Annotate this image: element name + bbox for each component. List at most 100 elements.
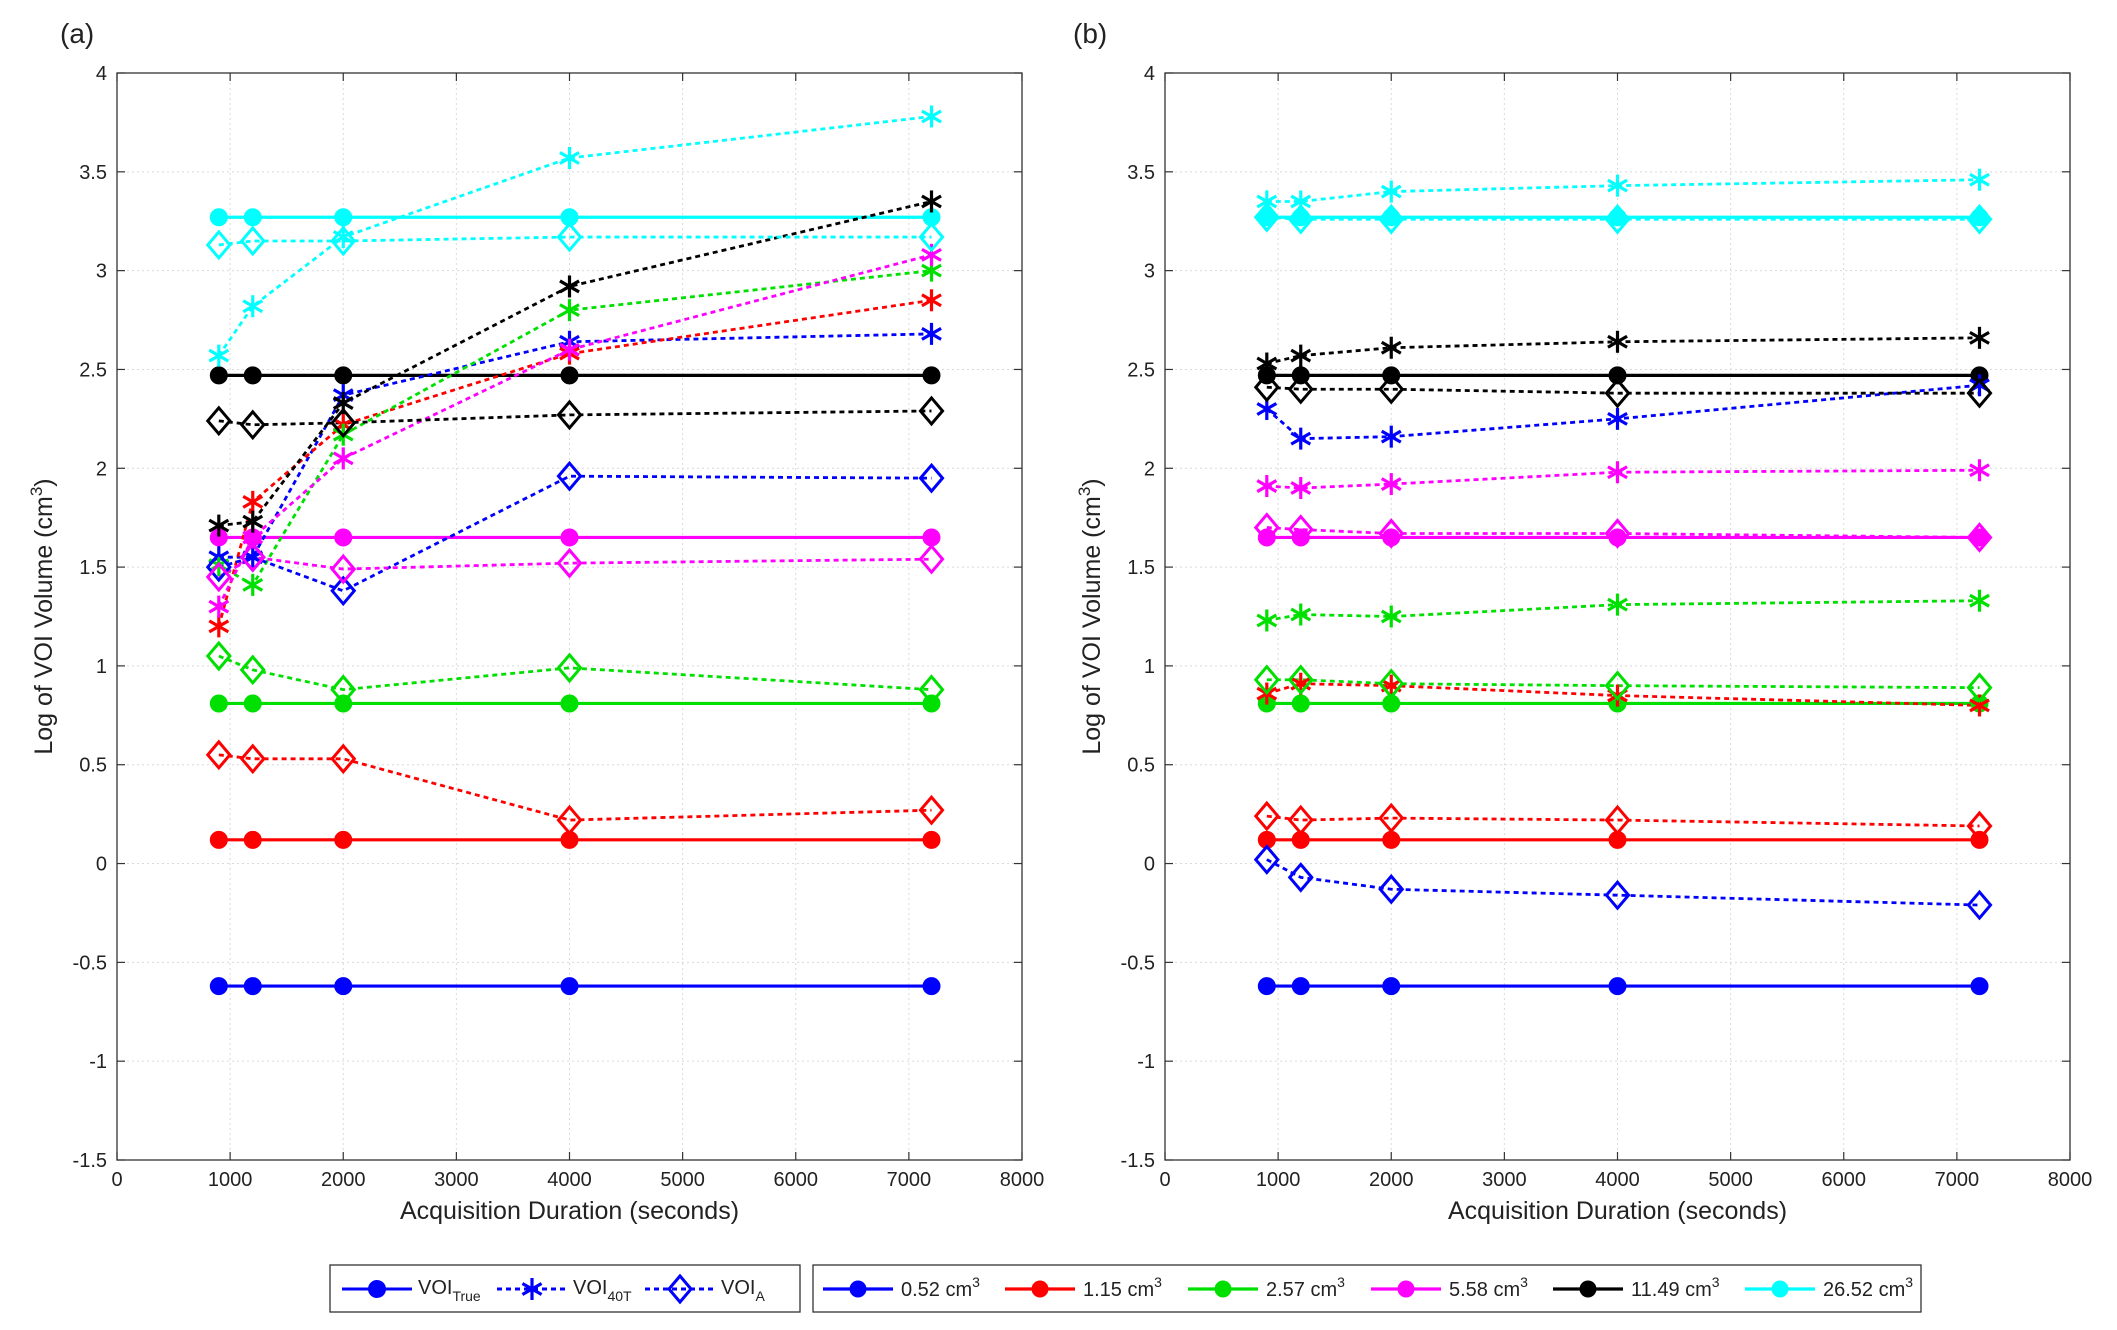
legend-label: 5.58 cm3 bbox=[1449, 1274, 1528, 1301]
x-tick-label: 6000 bbox=[774, 1169, 819, 1191]
data-point-true-1.15 bbox=[1382, 830, 1401, 849]
data-point-A-0.52 bbox=[205, 551, 232, 583]
data-point-40T-2.57 bbox=[1290, 603, 1312, 626]
legend-marker bbox=[1579, 1280, 1597, 1298]
data-point-true-5.58 bbox=[334, 528, 353, 547]
legend-label-main: VOI bbox=[418, 1277, 452, 1299]
y-tick-label: 4 bbox=[1144, 63, 1155, 85]
y-axis-label-sup: 3 bbox=[1075, 487, 1094, 496]
asterisk-stroke bbox=[1969, 698, 1990, 713]
data-point-A-5.58 bbox=[239, 541, 266, 573]
x-tick-label: 6000 bbox=[1822, 1169, 1867, 1191]
y-tick-label: 0 bbox=[96, 854, 107, 876]
data-point-40T-11.49 bbox=[921, 190, 942, 213]
y-axis-label-end: ) bbox=[1078, 478, 1106, 486]
asterisk-stroke bbox=[242, 299, 264, 314]
asterisk-stroke bbox=[1290, 481, 1312, 495]
legend-label-main: VOI bbox=[721, 1277, 755, 1299]
data-point-A-26.52 bbox=[1253, 201, 1280, 233]
data-point-true-11.49 bbox=[560, 366, 579, 385]
y-tick-label: 2 bbox=[96, 458, 107, 480]
data-point-40T-26.52 bbox=[1256, 190, 1278, 213]
asterisk-stroke bbox=[1380, 184, 1402, 199]
y-tick-label: 0.5 bbox=[1127, 755, 1155, 777]
asterisk-stroke bbox=[1380, 429, 1402, 444]
asterisk-stroke bbox=[1380, 477, 1402, 491]
asterisk-stroke bbox=[921, 326, 942, 341]
data-point-40T-5.58 bbox=[1969, 459, 1990, 482]
data-point-true-5.58 bbox=[1257, 528, 1276, 547]
data-point-A-5.58 bbox=[330, 553, 357, 585]
data-point-true-2.57 bbox=[209, 694, 228, 713]
asterisk-stroke bbox=[208, 599, 230, 614]
data-point-40T-11.49 bbox=[1290, 344, 1312, 367]
legend-label: VOIA bbox=[721, 1277, 765, 1304]
data-point-A-26.52 bbox=[1287, 203, 1314, 235]
data-point-true-2.57 bbox=[560, 694, 579, 713]
y-tick-label: 3.5 bbox=[79, 162, 107, 184]
asterisk-stroke bbox=[1290, 431, 1312, 446]
data-point-A-5.58 bbox=[1966, 522, 1993, 553]
y-tick-label: 2.5 bbox=[79, 359, 107, 381]
data-point-A-0.52 bbox=[556, 460, 583, 492]
data-point-A-2.57 bbox=[1253, 664, 1280, 696]
y-axis-label-main: Log of VOI Volume (cm bbox=[1078, 496, 1106, 754]
legend-marker bbox=[368, 1280, 386, 1298]
asterisk-stroke bbox=[1256, 356, 1278, 371]
y-tick-label: 0.5 bbox=[79, 755, 107, 777]
y-tick-label: 2.5 bbox=[1127, 359, 1155, 381]
data-point-true-0.52 bbox=[1970, 977, 1989, 996]
asterisk-stroke bbox=[1607, 465, 1628, 480]
x-tick-label: 3000 bbox=[1482, 1169, 1527, 1191]
asterisk-stroke bbox=[1256, 402, 1278, 416]
legend-label-main: 2.57 cm bbox=[1266, 1279, 1337, 1301]
y-tick-label: 2 bbox=[1144, 458, 1155, 480]
data-point-A-1.15 bbox=[1604, 804, 1631, 836]
y-tick-label: 3 bbox=[96, 261, 107, 283]
data-point-true-0.52 bbox=[922, 977, 941, 996]
data-point-A-2.57 bbox=[205, 640, 232, 672]
legend-marker bbox=[521, 1278, 543, 1300]
y-tick-label: 1 bbox=[1144, 656, 1155, 678]
data-point-A-0.52 bbox=[1378, 873, 1405, 905]
chart-panel-a: 0 1000 2000 3000 4000 5000 6000 7000 8000 -1.5 -1 -… bbox=[27, 18, 1044, 1225]
data-point-A-5.58 bbox=[918, 543, 945, 575]
x-tick-label: 5000 bbox=[660, 1169, 705, 1191]
data-point-true-1.15 bbox=[334, 830, 353, 849]
data-point-40T-1.15 bbox=[208, 615, 230, 638]
data-point-A-5.58 bbox=[1604, 518, 1631, 549]
data-point-A-2.57 bbox=[1378, 668, 1405, 700]
data-point-40T-2.57 bbox=[1607, 593, 1628, 616]
data-point-40T-5.58 bbox=[1256, 475, 1278, 498]
data-point-A-2.57 bbox=[330, 674, 357, 705]
data-point-true-0.52 bbox=[334, 977, 353, 996]
legend-label-main: 26.52 cm bbox=[1823, 1279, 1905, 1301]
legend-item-size-5.58: 5.58 cm3 bbox=[1371, 1274, 1528, 1301]
legend-item-true: VOITrue bbox=[342, 1277, 481, 1304]
data-point-A-1.15 bbox=[239, 743, 266, 775]
y-tick-label: 3.5 bbox=[1127, 162, 1155, 184]
data-point-A-26.52 bbox=[1378, 203, 1405, 235]
legend-marker bbox=[666, 1273, 694, 1305]
data-point-40T-11.49 bbox=[242, 510, 264, 533]
legend-label: VOITrue bbox=[418, 1277, 481, 1304]
data-point-40T-11.49 bbox=[208, 514, 230, 537]
asterisk-stroke bbox=[921, 194, 942, 209]
data-point-A-1.15 bbox=[556, 804, 583, 836]
data-point-A-2.57 bbox=[1604, 670, 1631, 701]
data-point-A-2.57 bbox=[918, 674, 945, 705]
asterisk-stroke bbox=[1607, 597, 1628, 612]
data-point-true-5.58 bbox=[922, 528, 941, 547]
series-line-40T-2.57 bbox=[218, 269, 932, 587]
data-point-true-0.52 bbox=[1291, 977, 1310, 996]
data-point-A-2.57 bbox=[556, 652, 583, 684]
data-point-A-1.15 bbox=[1253, 800, 1280, 832]
data-point-A-11.49 bbox=[1378, 373, 1405, 405]
data-point-A-0.52 bbox=[1966, 889, 1993, 921]
data-point-A-5.58 bbox=[556, 547, 583, 579]
asterisk-stroke bbox=[559, 342, 580, 357]
x-tick-label: 0 bbox=[111, 1169, 122, 1191]
legend-label-main: 0.52 cm bbox=[901, 1279, 972, 1301]
data-point-A-26.52 bbox=[556, 221, 583, 253]
data-point-A-26.52 bbox=[330, 225, 357, 257]
